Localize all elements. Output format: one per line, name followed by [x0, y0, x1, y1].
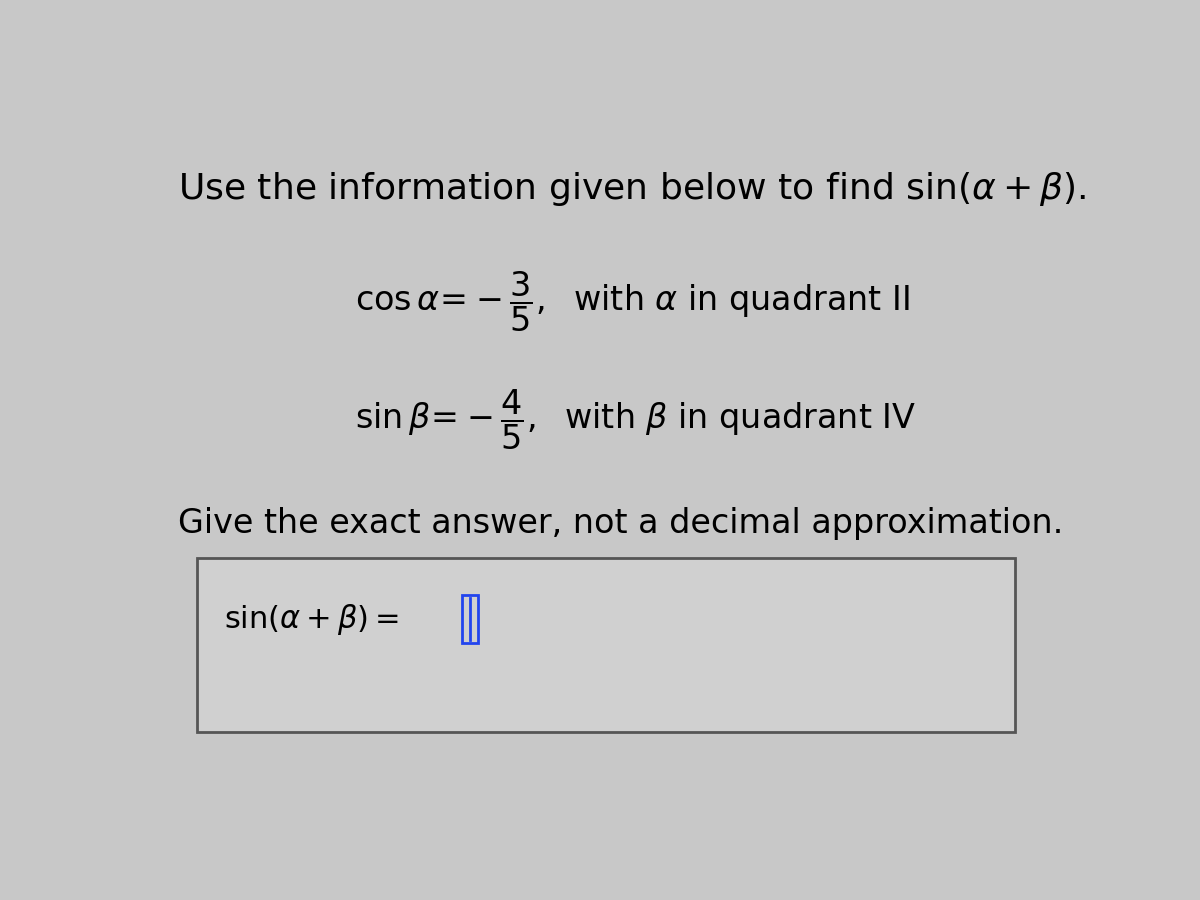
Text: $\sin(\alpha + \beta) = $: $\sin(\alpha + \beta) = $	[224, 601, 400, 636]
Text: Give the exact answer, not a decimal approximation.: Give the exact answer, not a decimal app…	[178, 508, 1063, 540]
FancyBboxPatch shape	[197, 558, 1015, 732]
Text: $\sin\beta\!=\!-\dfrac{4}{5},$  with $\beta$ in quadrant IV: $\sin\beta\!=\!-\dfrac{4}{5},$ with $\be…	[355, 388, 916, 452]
Text: $\cos\alpha\!=\!-\dfrac{3}{5},$  with $\alpha$ in quadrant II: $\cos\alpha\!=\!-\dfrac{3}{5},$ with $\a…	[355, 270, 910, 334]
Text: Use the information given below to find $\mathregular{sin}(\alpha+\beta).$: Use the information given below to find …	[178, 170, 1086, 209]
